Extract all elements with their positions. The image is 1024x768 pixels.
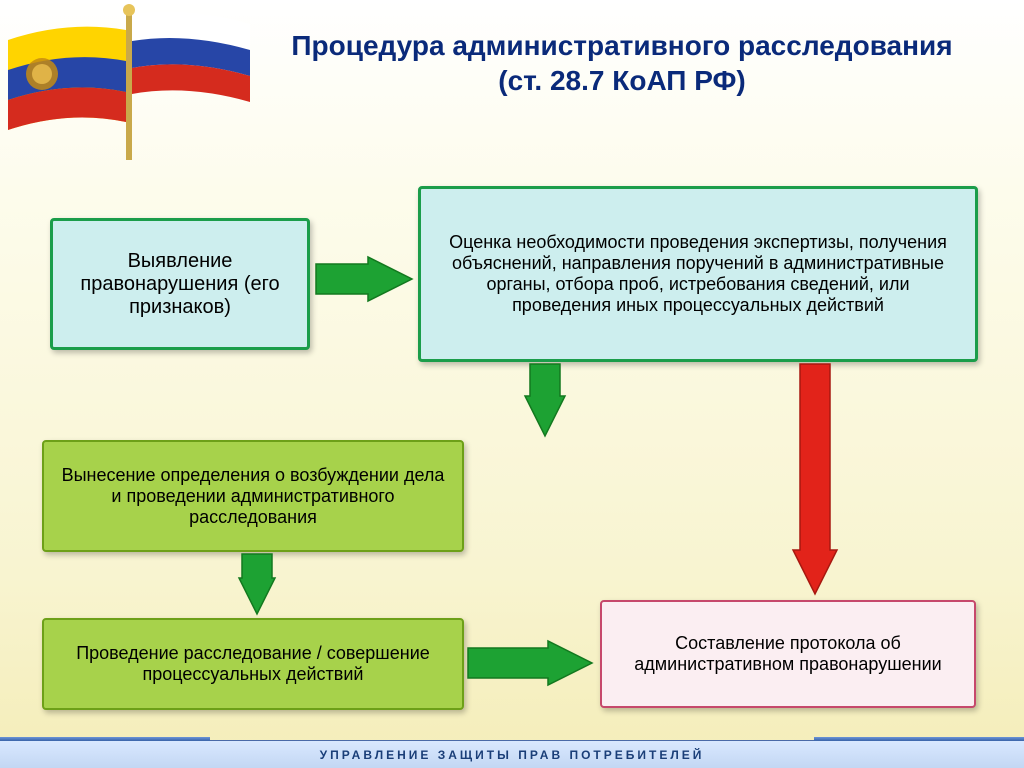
box-assess-need: Оценка необходимости проведения эксперти… bbox=[418, 186, 978, 362]
footer-bar-left bbox=[0, 737, 210, 741]
box-label: Вынесение определения о возбуждении дела… bbox=[58, 465, 448, 528]
box-conduct-investigation: Проведение расследование / совершение пр… bbox=[42, 618, 464, 710]
footer: УПРАВЛЕНИЕ ЗАЩИТЫ ПРАВ ПОТРЕБИТЕЛЕЙ bbox=[0, 740, 1024, 768]
title-text: Процедура административного расследовани… bbox=[291, 30, 952, 96]
footer-bar-right bbox=[814, 737, 1024, 741]
flags-decor bbox=[0, 0, 260, 170]
footer-text: УПРАВЛЕНИЕ ЗАЩИТЫ ПРАВ ПОТРЕБИТЕЛЕЙ bbox=[320, 748, 705, 762]
box-identify-offense: Выявление правонарушения (его признаков) bbox=[50, 218, 310, 350]
box-label: Проведение расследование / совершение пр… bbox=[58, 643, 448, 685]
box-label: Оценка необходимости проведения эксперти… bbox=[435, 232, 961, 316]
box-draft-protocol: Составление протокола об административно… bbox=[600, 600, 976, 708]
page-title: Процедура административного расследовани… bbox=[260, 28, 984, 98]
box-label: Выявление правонарушения (его признаков) bbox=[67, 250, 293, 319]
box-label: Составление протокола об административно… bbox=[616, 633, 960, 675]
box-issue-ruling: Вынесение определения о возбуждении дела… bbox=[42, 440, 464, 552]
